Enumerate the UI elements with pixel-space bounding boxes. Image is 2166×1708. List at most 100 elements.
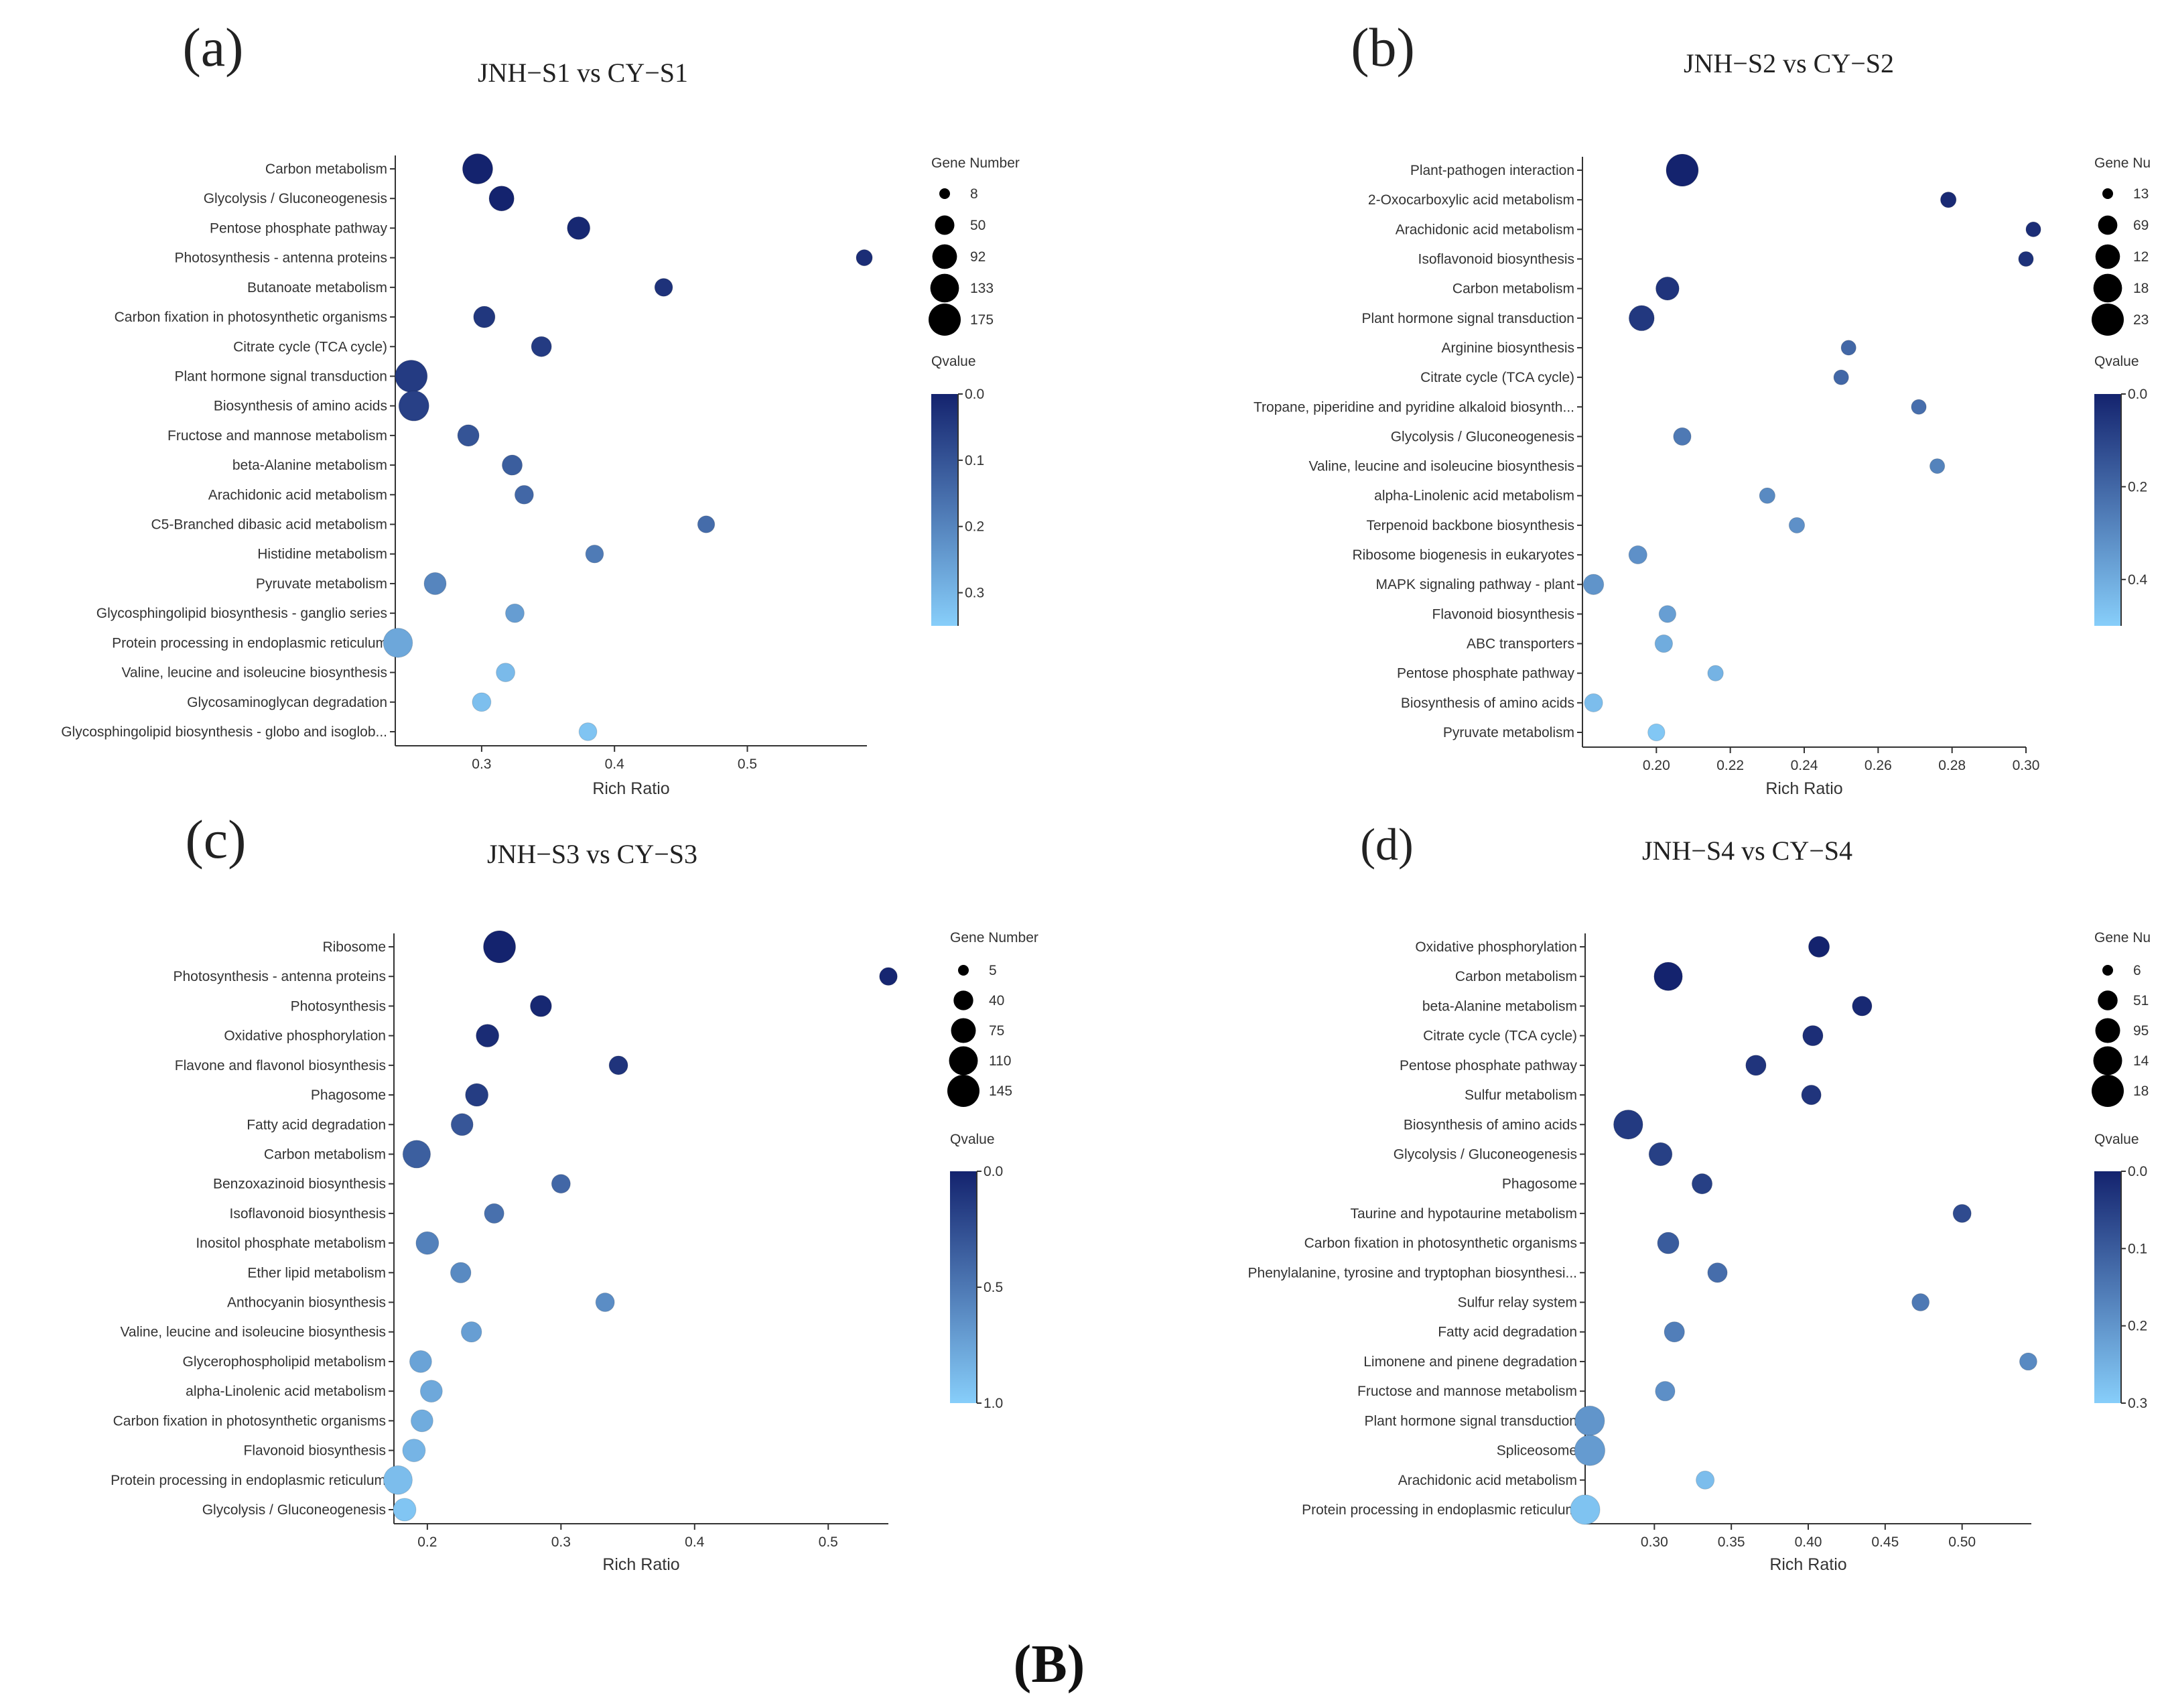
panel-a-bubble-point: Pyruvate metabolism: 0.265 / 70 / q=0.2 bbox=[423, 572, 447, 595]
panel-a-bubble-point: Photosynthesis - antenna proteins: 0.588… bbox=[856, 249, 873, 267]
panel-a-size-legend-label: 133 bbox=[970, 281, 994, 296]
panel-b-bubble-point: Carbon metabolism: 0.203 / 110 / q=0.05 bbox=[1655, 276, 1680, 301]
panel-d-x-tick-label: 0.30 bbox=[1641, 1534, 1668, 1550]
panel-c-bubble-point: Valine, leucine and isoleucine biosynthe… bbox=[460, 1321, 482, 1343]
panel-c-bubble-point: alpha-Linolenic acid metabolism: 0.203 /… bbox=[419, 1380, 443, 1403]
panel-b-y-tick-label: ABC transporters bbox=[1467, 637, 1574, 652]
panel-b-y-tick-label: alpha-Linolenic acid metabolism bbox=[1374, 488, 1574, 504]
panel-c-y-tick-label: Fatty acid degradation bbox=[247, 1117, 386, 1132]
panel-a-y-tick-label: Pentose phosphate pathway bbox=[210, 220, 388, 236]
panel-b-y-tick-label: Arachidonic acid metabolism bbox=[1396, 222, 1574, 237]
panel-c-plot: Ribosome Photosynthesis - antenna protein… bbox=[111, 930, 1038, 1574]
panel-b-bubble-point: alpha-Linolenic acid metabolism: 0.23 / … bbox=[1759, 487, 1776, 504]
panel-c-x-tick-label: 0.5 bbox=[819, 1534, 838, 1550]
panel-b-x-tick-label: 0.22 bbox=[1716, 758, 1744, 773]
panel-a-label: (a) bbox=[182, 17, 243, 78]
panel-d-y-tick-label: Fatty acid degradation bbox=[1438, 1325, 1577, 1340]
panel-a-y-tick-label: Valine, leucine and isoleucine biosynthe… bbox=[121, 665, 387, 681]
panel-a-bubble-point: Carbon metabolism: 0.297 / 150 / q=0 bbox=[462, 153, 493, 184]
panel-d-size-legend-dot bbox=[2093, 1046, 2122, 1075]
panel-b-bubble-point: Plant hormone signal transduction: 0.196… bbox=[1628, 305, 1655, 332]
panel-b-bubble-point: Arachidonic acid metabolism: 0.302 / 35 … bbox=[2025, 221, 2041, 237]
panel-a-bubble-point: Carbon fixation in photosynthetic organi… bbox=[473, 306, 496, 328]
panel-c-y-tick-label: Glycerophospholipid metabolism bbox=[183, 1354, 387, 1370]
panel-b-color-legend-tick-label: 0.0 bbox=[2128, 387, 2147, 402]
panel-d-y-tick-label: Oxidative phosphorylation bbox=[1415, 939, 1577, 955]
panel-a-y-tick-label: Carbon metabolism bbox=[265, 161, 387, 177]
panel-d-y-tick-label: Taurine and hypotaurine metabolism bbox=[1350, 1206, 1577, 1222]
panel-a-x-tick-label: 0.3 bbox=[472, 757, 491, 772]
panel-b-y-tick-label: Pyruvate metabolism bbox=[1443, 725, 1574, 740]
panel-c-y-tick-label: Flavonoid biosynthesis bbox=[244, 1443, 386, 1459]
panel-a-y-tick-label: Glycosphingolipid biosynthesis - ganglio… bbox=[96, 606, 387, 621]
panel-a-color-legend-tick-label: 0.2 bbox=[965, 519, 984, 535]
panel-c-y-tick-label: Photosynthesis - antenna proteins bbox=[173, 969, 386, 984]
panel-d-size-legend-title: Gene Nu bbox=[2094, 930, 2151, 945]
panel-d-color-legend-tick-label: 0.3 bbox=[2128, 1396, 2147, 1411]
panel-c-bubble-point: Inositol phosphate metabolism: 0.2 / 60 … bbox=[415, 1231, 439, 1255]
panel-d-bubble-point: Limonene and pinene degradation: 0.543 /… bbox=[2019, 1352, 2037, 1371]
panel-c-size-legend-label: 75 bbox=[989, 1023, 1004, 1039]
panel-a-y-tick-label: Glycolysis / Gluconeogenesis bbox=[204, 191, 387, 206]
panel-b-bubble-point: Arginine biosynthesis: 0.252 / 35 / q=0.… bbox=[1840, 340, 1856, 356]
panel-d-size-legend-label: 95 bbox=[2133, 1023, 2149, 1039]
panel-a-color-legend-title: Qvalue bbox=[931, 354, 976, 369]
panel-d-bubble-point: Sulfur metabolism: 0.402 / 50 / q=0.03 bbox=[1801, 1084, 1822, 1106]
panel-a-bubble-point: Glycosphingolipid biosynthesis - ganglio… bbox=[505, 603, 525, 623]
panel-c-y-tick-label: Benzoxazinoid biosynthesis bbox=[213, 1177, 386, 1192]
panel-d-x-tick-label: 0.45 bbox=[1871, 1534, 1899, 1550]
panel-c-y-tick-label: Phagosome bbox=[311, 1088, 386, 1103]
panel-b-y-tick-label: Isoflavonoid biosynthesis bbox=[1418, 251, 1574, 267]
panel-c-bubble-point: Oxidative phosphorylation: 0.245 / 60 / … bbox=[476, 1024, 500, 1048]
panel-c-bubble-point: Isoflavonoid biosynthesis: 0.25 / 40 / q… bbox=[484, 1203, 504, 1224]
panel-a-color-legend-tick-label: 0.3 bbox=[965, 586, 984, 601]
panel-d-color-legend-tick-label: 0.0 bbox=[2128, 1164, 2147, 1179]
panel-c-x-tick-label: 0.2 bbox=[417, 1534, 437, 1550]
panel-a-title: JNH−S1 vs CY−S1 bbox=[478, 58, 688, 88]
panel-c-color-legend-bar bbox=[950, 1171, 977, 1403]
panel-b-size-legend-label: 13 bbox=[2133, 186, 2149, 202]
panel-c-y-tick-label: alpha-Linolenic acid metabolism bbox=[186, 1384, 386, 1399]
panel-c-size-legend-label: 145 bbox=[989, 1083, 1012, 1099]
chart-panels: Carbon metabolism Glycolysis / Gluconeoge… bbox=[61, 153, 2151, 1574]
panel-a-size-legend-label: 8 bbox=[970, 186, 978, 202]
panel-a-y-tick-label: Biosynthesis of amino acids bbox=[214, 399, 387, 414]
panel-d-color-legend-tick-label: 0.2 bbox=[2128, 1319, 2147, 1334]
panel-a-size-legend-dot bbox=[929, 304, 961, 336]
panel-b-size-legend-label: 18 bbox=[2133, 281, 2149, 296]
panel-b-size-legend-dot bbox=[2098, 215, 2118, 235]
panel-d-bubble-point: Carbon metabolism: 0.309 / 135 / q=0 bbox=[1653, 962, 1683, 991]
panel-d-bubble-point: beta-Alanine metabolism: 0.435 / 50 / q=… bbox=[1852, 996, 1873, 1016]
panel-c-size-legend-dot bbox=[958, 965, 969, 976]
panel-c-x-tick-label: 0.3 bbox=[551, 1534, 571, 1550]
panel-d-y-tick-label: Biosynthesis of amino acids bbox=[1404, 1117, 1577, 1132]
panel-c-y-tick-label: Ribosome bbox=[322, 939, 386, 955]
panel-c-bubble-point: Photosynthesis: 0.285 / 50 / q=0.03 bbox=[530, 995, 552, 1017]
panel-d-color-legend-bar bbox=[2094, 1171, 2121, 1403]
panel-d-bubble-point: Fatty acid degradation: 0.313 / 55 / q=0… bbox=[1664, 1321, 1685, 1343]
panel-d-bubble-point: Carbon fixation in photosynthetic organi… bbox=[1657, 1232, 1680, 1254]
panel-b-y-tick-label: Tropane, piperidine and pyridine alkaloi… bbox=[1254, 399, 1574, 415]
panel-a-bubble-point: C5-Branched dibasic acid metabolism: 0.4… bbox=[697, 515, 716, 533]
panel-c-y-tick-label: Ether lipid metabolism bbox=[247, 1265, 386, 1280]
panel-c-bubble-point: Flavonoid biosynthesis: 0.19 / 60 / q=0.… bbox=[402, 1439, 426, 1463]
panel-d-size-legend-label: 18 bbox=[2133, 1083, 2149, 1099]
panel-a-y-tick-label: Citrate cycle (TCA cycle) bbox=[233, 339, 387, 354]
panel-c-y-tick-label: Photosynthesis bbox=[291, 998, 386, 1014]
panel-a-size-legend-dot bbox=[939, 188, 950, 199]
panel-b-y-tick-label: 2-Oxocarboxylic acid metabolism bbox=[1368, 192, 1574, 208]
panel-a-size-legend-label: 175 bbox=[970, 312, 994, 328]
panel-a-y-tick-label: Pyruvate metabolism bbox=[256, 576, 387, 592]
panel-a-y-tick-label: Glycosaminoglycan degradation bbox=[187, 695, 387, 710]
panel-c-bubble-point: Fatty acid degradation: 0.226 / 55 / q=0… bbox=[450, 1113, 474, 1136]
panel-c-bubble-point: Ether lipid metabolism: 0.225 / 45 / q=0… bbox=[450, 1262, 472, 1284]
panel-b-size-legend-label: 23 bbox=[2133, 312, 2149, 328]
panel-d-y-tick-label: Limonene and pinene degradation bbox=[1363, 1354, 1577, 1370]
panel-b-y-tick-label: Ribosome biogenesis in eukaryotes bbox=[1352, 547, 1574, 563]
panel-c-y-tick-label: Anthocyanin biosynthesis bbox=[227, 1295, 386, 1311]
panel-b-y-tick-label: Glycolysis / Gluconeogenesis bbox=[1391, 429, 1574, 444]
panel-c-x-axis-label: Rich Ratio bbox=[602, 1555, 679, 1574]
panel-d-size-legend-label: 51 bbox=[2133, 993, 2149, 1008]
panel-a-x-tick-label: 0.5 bbox=[738, 757, 757, 772]
panel-b-x-tick-label: 0.24 bbox=[1791, 758, 1818, 773]
